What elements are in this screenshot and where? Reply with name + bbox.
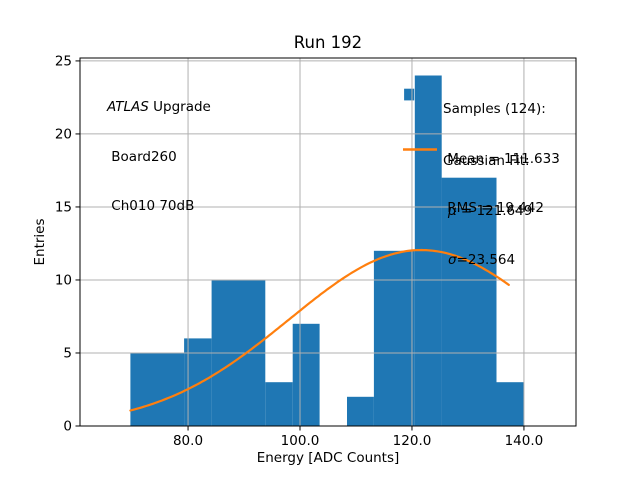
- x-tick-label: 140.0: [505, 433, 544, 449]
- fit-mu-line: μ = 121.649: [443, 203, 532, 220]
- histogram-bar: [292, 323, 320, 426]
- chart-title: Run 192: [293, 33, 363, 52]
- histogram-bar: [265, 382, 293, 426]
- histogram-bar: [130, 353, 185, 426]
- histogram-bar: [441, 177, 497, 426]
- detector-info-annotation: ATLAS Upgrade Board260 Ch010 70dB: [107, 66, 211, 248]
- y-tick-label: 25: [55, 54, 72, 70]
- samples-count-line: Samples (124):: [443, 101, 546, 117]
- histogram-bar: [373, 250, 415, 426]
- x-tick-label: 100.0: [281, 433, 320, 449]
- outlier-square-marker: [404, 88, 415, 101]
- upgrade-label: Upgrade: [148, 99, 211, 115]
- gaussian-fit-annotation: Gaussian Fit: μ = 121.649 σ=23.564: [443, 120, 532, 302]
- fit-sigma-line: σ=23.564: [443, 252, 532, 269]
- sigma-value: =23.564: [456, 252, 516, 268]
- y-tick-label: 5: [63, 346, 72, 362]
- gaussian-fit-curve: [129, 248, 510, 412]
- y-tick-label: 15: [55, 200, 72, 216]
- y-tick-label: 10: [55, 273, 72, 289]
- x-axis-label: Energy [ADC Counts]: [256, 450, 400, 466]
- x-tick-label: 80.0: [173, 433, 203, 449]
- histogram-bar: [496, 382, 524, 426]
- detector-info-line1: ATLAS Upgrade: [107, 99, 211, 116]
- y-tick-label: 20: [55, 127, 72, 143]
- histogram-bar: [347, 396, 374, 426]
- x-tick-label: 120.0: [393, 433, 432, 449]
- detector-info-line2: Board260: [107, 148, 177, 165]
- rms-line: RMS = 19.442: [443, 200, 545, 216]
- y-tick-label: 0: [63, 419, 72, 435]
- mean-line: Mean = 111.633: [443, 150, 560, 167]
- sample-stats-annotation: Samples (124): Mean = 111.633 RMS = 19.4…: [443, 68, 560, 250]
- axes-spines: [79, 57, 577, 427]
- atlas-label: ATLAS: [107, 99, 149, 115]
- mu-symbol: μ: [448, 202, 457, 219]
- fit-header-line: Gaussian Fit:: [443, 153, 530, 169]
- detector-info-line3: Ch010 70dB: [107, 198, 195, 214]
- y-axis-label: Entries: [32, 218, 48, 266]
- mu-value: = 121.649: [456, 202, 533, 219]
- sigma-symbol: σ: [448, 252, 457, 268]
